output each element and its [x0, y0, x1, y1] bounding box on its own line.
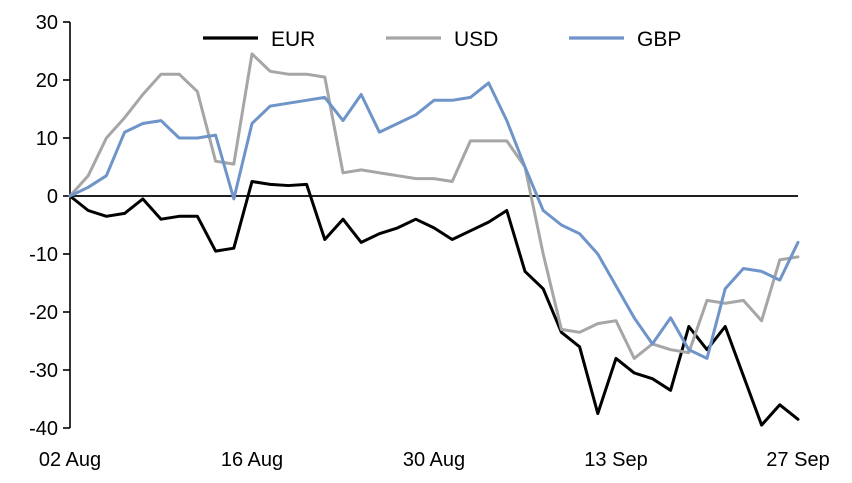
x-tick-label: 13 Sep [584, 449, 647, 471]
y-tick-label: 30 [36, 12, 58, 34]
x-tick-label: 02 Aug [39, 449, 101, 471]
y-tick-label: -10 [29, 244, 58, 266]
y-tick-label: 10 [36, 128, 58, 150]
series-line-usd [68, 52, 800, 360]
series-line-gbp [68, 81, 800, 360]
legend: EUR USD GBP [203, 28, 681, 51]
series-line-eur [68, 180, 800, 427]
y-tick-label: -40 [29, 418, 58, 440]
x-tick-label: 27 Sep [766, 449, 829, 471]
y-tick-label: -30 [29, 360, 58, 382]
legend-label-eur: EUR [271, 28, 315, 51]
legend-label-gbp: GBP [637, 28, 681, 51]
y-tick-label: 20 [36, 70, 58, 92]
x-tick-label: 30 Aug [403, 449, 465, 471]
y-tick-label: -20 [29, 302, 58, 324]
legend-label-usd: USD [454, 28, 498, 51]
x-tick-label: 16 Aug [221, 449, 283, 471]
y-tick-label: 0 [47, 186, 58, 208]
axes: 30 20 10 0 -10 -20 -30 -40 02 Aug 16 Aug 30 Aug 13 … [29, 12, 830, 471]
series-lines [68, 52, 800, 427]
